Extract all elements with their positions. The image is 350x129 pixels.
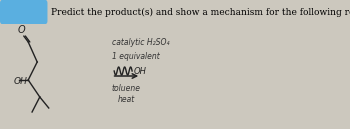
Text: O: O [18,25,26,35]
FancyBboxPatch shape [0,0,48,24]
Text: 1 equivalent: 1 equivalent [112,52,160,61]
Text: OH: OH [14,78,28,87]
Text: OH: OH [133,67,146,76]
Text: Predict the product(s) and show a mechanism for the following reaction.: Predict the product(s) and show a mechan… [51,7,350,17]
Text: heat: heat [118,95,135,104]
Text: catalytic H₂SO₄: catalytic H₂SO₄ [112,38,170,47]
Text: toluene: toluene [112,84,141,93]
